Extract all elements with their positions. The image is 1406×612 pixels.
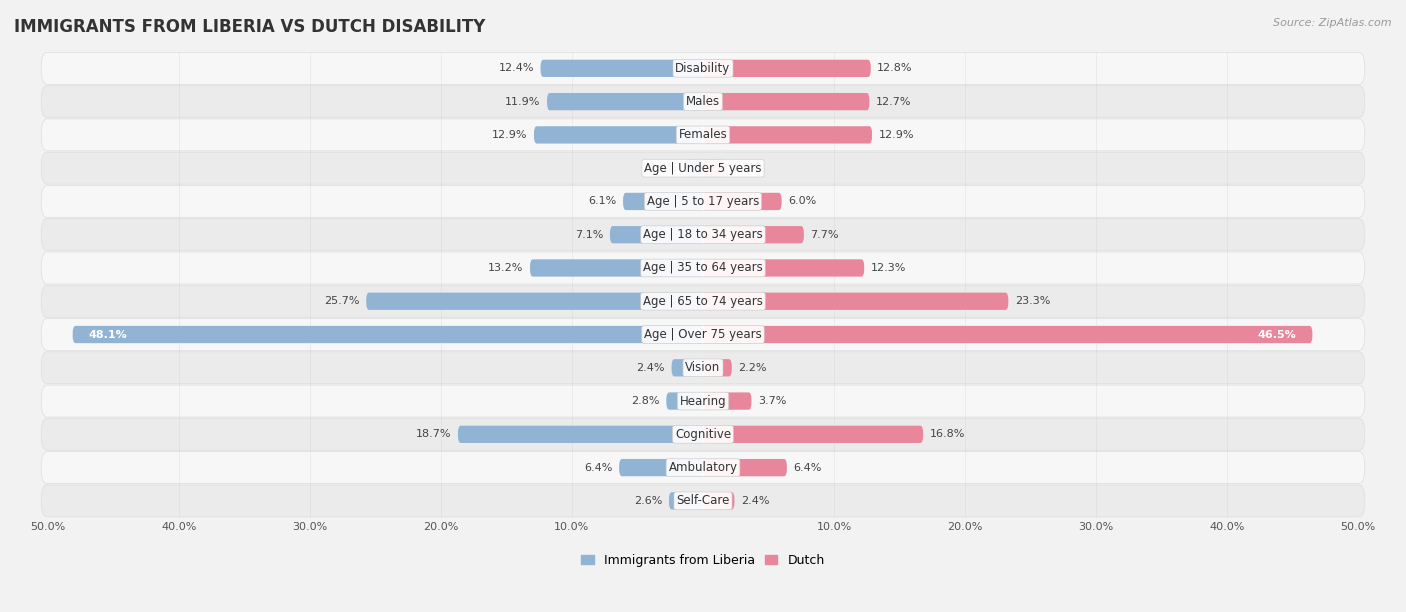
FancyBboxPatch shape	[610, 226, 703, 244]
FancyBboxPatch shape	[703, 392, 751, 409]
Text: Age | Under 5 years: Age | Under 5 years	[644, 162, 762, 174]
Text: Disability: Disability	[675, 62, 731, 75]
FancyBboxPatch shape	[703, 160, 725, 177]
FancyBboxPatch shape	[41, 53, 1365, 84]
FancyBboxPatch shape	[41, 485, 1365, 517]
FancyBboxPatch shape	[685, 160, 703, 177]
FancyBboxPatch shape	[703, 126, 872, 144]
FancyBboxPatch shape	[547, 93, 703, 110]
Text: 6.0%: 6.0%	[789, 196, 817, 206]
Text: 2.2%: 2.2%	[738, 363, 766, 373]
FancyBboxPatch shape	[540, 60, 703, 77]
FancyBboxPatch shape	[534, 126, 703, 144]
FancyBboxPatch shape	[703, 492, 734, 510]
FancyBboxPatch shape	[703, 359, 733, 376]
FancyBboxPatch shape	[703, 193, 782, 210]
Text: 2.4%: 2.4%	[741, 496, 769, 506]
FancyBboxPatch shape	[41, 285, 1365, 317]
FancyBboxPatch shape	[41, 252, 1365, 284]
Text: 7.7%: 7.7%	[810, 230, 839, 240]
Text: 2.4%: 2.4%	[637, 363, 665, 373]
FancyBboxPatch shape	[530, 259, 703, 277]
FancyBboxPatch shape	[703, 93, 869, 110]
Text: 13.2%: 13.2%	[488, 263, 523, 273]
Text: Hearing: Hearing	[679, 395, 727, 408]
Text: 1.7%: 1.7%	[733, 163, 761, 173]
Text: 6.4%: 6.4%	[793, 463, 821, 472]
Text: Self-Care: Self-Care	[676, 494, 730, 507]
FancyBboxPatch shape	[73, 326, 703, 343]
Text: 12.8%: 12.8%	[877, 64, 912, 73]
Text: 18.7%: 18.7%	[416, 430, 451, 439]
FancyBboxPatch shape	[41, 352, 1365, 384]
Text: 23.3%: 23.3%	[1015, 296, 1050, 306]
FancyBboxPatch shape	[41, 419, 1365, 450]
Text: 12.4%: 12.4%	[499, 64, 534, 73]
Text: 12.7%: 12.7%	[876, 97, 911, 106]
Text: 12.3%: 12.3%	[870, 263, 905, 273]
FancyBboxPatch shape	[703, 293, 1008, 310]
Text: 48.1%: 48.1%	[89, 329, 127, 340]
Legend: Immigrants from Liberia, Dutch: Immigrants from Liberia, Dutch	[576, 549, 830, 572]
Text: Age | 5 to 17 years: Age | 5 to 17 years	[647, 195, 759, 208]
Text: 16.8%: 16.8%	[929, 430, 965, 439]
Text: 12.9%: 12.9%	[492, 130, 527, 140]
Text: 12.9%: 12.9%	[879, 130, 914, 140]
FancyBboxPatch shape	[41, 385, 1365, 417]
Text: Age | 35 to 64 years: Age | 35 to 64 years	[643, 261, 763, 274]
Text: 1.4%: 1.4%	[650, 163, 678, 173]
Text: Females: Females	[679, 129, 727, 141]
FancyBboxPatch shape	[669, 492, 703, 510]
Text: IMMIGRANTS FROM LIBERIA VS DUTCH DISABILITY: IMMIGRANTS FROM LIBERIA VS DUTCH DISABIL…	[14, 18, 485, 36]
Text: Age | 65 to 74 years: Age | 65 to 74 years	[643, 295, 763, 308]
FancyBboxPatch shape	[41, 152, 1365, 184]
Text: Ambulatory: Ambulatory	[668, 461, 738, 474]
Text: 3.7%: 3.7%	[758, 396, 786, 406]
Text: Males: Males	[686, 95, 720, 108]
FancyBboxPatch shape	[703, 226, 804, 244]
Text: Cognitive: Cognitive	[675, 428, 731, 441]
FancyBboxPatch shape	[619, 459, 703, 476]
FancyBboxPatch shape	[666, 392, 703, 409]
Text: Age | 18 to 34 years: Age | 18 to 34 years	[643, 228, 763, 241]
FancyBboxPatch shape	[41, 452, 1365, 483]
Text: Age | Over 75 years: Age | Over 75 years	[644, 328, 762, 341]
FancyBboxPatch shape	[41, 319, 1365, 351]
FancyBboxPatch shape	[41, 119, 1365, 151]
FancyBboxPatch shape	[458, 426, 703, 443]
FancyBboxPatch shape	[41, 218, 1365, 251]
FancyBboxPatch shape	[366, 293, 703, 310]
FancyBboxPatch shape	[41, 86, 1365, 118]
FancyBboxPatch shape	[703, 459, 787, 476]
Text: 46.5%: 46.5%	[1258, 329, 1296, 340]
FancyBboxPatch shape	[703, 426, 924, 443]
Text: 6.4%: 6.4%	[585, 463, 613, 472]
Text: Vision: Vision	[685, 361, 721, 375]
Text: 2.6%: 2.6%	[634, 496, 662, 506]
Text: 6.1%: 6.1%	[588, 196, 616, 206]
FancyBboxPatch shape	[672, 359, 703, 376]
Text: 25.7%: 25.7%	[325, 296, 360, 306]
FancyBboxPatch shape	[623, 193, 703, 210]
Text: 2.8%: 2.8%	[631, 396, 659, 406]
Text: 11.9%: 11.9%	[505, 97, 540, 106]
FancyBboxPatch shape	[41, 185, 1365, 217]
FancyBboxPatch shape	[703, 259, 865, 277]
Text: Source: ZipAtlas.com: Source: ZipAtlas.com	[1274, 18, 1392, 28]
Text: 7.1%: 7.1%	[575, 230, 603, 240]
FancyBboxPatch shape	[703, 326, 1312, 343]
FancyBboxPatch shape	[703, 60, 870, 77]
